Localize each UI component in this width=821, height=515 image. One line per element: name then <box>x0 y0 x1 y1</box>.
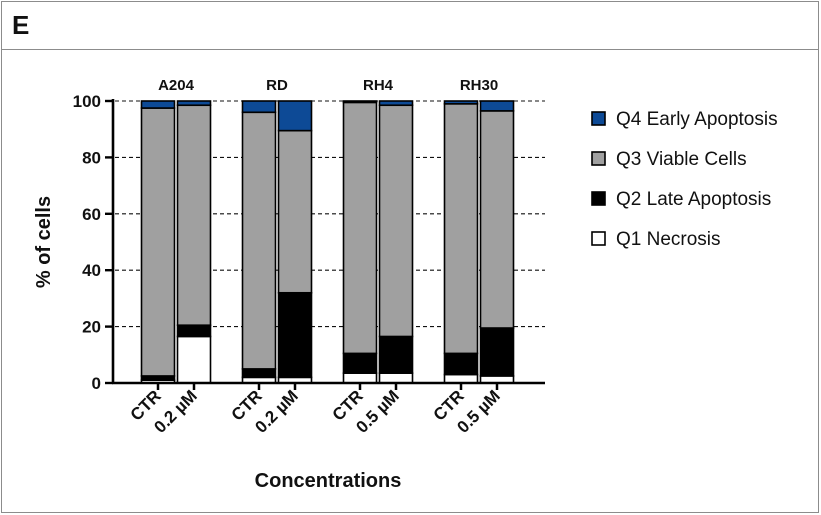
panel-label: E <box>12 10 30 40</box>
bar-segment-0-1-s3 <box>176 100 212 107</box>
x-axis-title: Concentrations <box>255 470 402 492</box>
bar-segment-0-0-s3 <box>140 100 176 109</box>
y-tick-label-60: 60 <box>82 205 101 224</box>
legend-label-3: Q4 Early Apoptosis <box>616 109 778 130</box>
y-tick-label-0: 0 <box>92 374 101 393</box>
bar-segment-3-0-s2 <box>443 103 479 355</box>
bar-segment-2-1-s0 <box>378 372 414 384</box>
bar-segment-1-1-s2 <box>277 129 313 294</box>
y-tick-label-20: 20 <box>82 318 101 337</box>
y-tick-label-100: 100 <box>73 92 101 111</box>
bar-segment-3-1-s3 <box>479 100 515 112</box>
bar-segment-3-1-s2 <box>479 110 515 329</box>
group-label-3: RH30 <box>460 77 498 94</box>
bar-segment-1-0-s2 <box>241 111 277 370</box>
bar-segment-0-1-s2 <box>176 104 212 326</box>
bar-segment-1-0-s3 <box>241 100 277 114</box>
bar-segment-1-1-s3 <box>277 100 313 132</box>
y-tick-label-40: 40 <box>82 261 101 280</box>
legend-swatch-3 <box>591 111 606 126</box>
bar-segment-2-1-s3 <box>378 100 414 107</box>
bar-segment-0-1-s0 <box>176 335 212 384</box>
legend-label-2: Q3 Viable Cells <box>616 149 747 170</box>
bar-segment-2-0-s3 <box>342 100 378 104</box>
bar-segment-2-1-s2 <box>378 104 414 338</box>
y-tick-label-80: 80 <box>82 148 101 167</box>
panel-header: E <box>2 2 818 50</box>
legend-swatch-2 <box>591 151 606 166</box>
bar-segment-0-0-s2 <box>140 107 176 377</box>
group-label-0: A204 <box>158 77 195 94</box>
bar-segment-2-1-s1 <box>378 335 414 374</box>
bar-segment-3-0-s1 <box>443 352 479 376</box>
bar-segment-0-1-s1 <box>176 324 212 338</box>
legend-label-0: Q1 Necrosis <box>616 229 721 250</box>
bar-segment-1-0-s1 <box>241 368 277 379</box>
bar-segment-3-1-s1 <box>479 327 515 377</box>
bar-segment-3-0-s3 <box>443 100 479 105</box>
legend-swatch-0 <box>591 231 606 246</box>
legend-swatch-1 <box>591 191 606 206</box>
group-label-1: RD <box>266 77 288 94</box>
group-label-2: RH4 <box>363 77 394 94</box>
bar-segment-1-1-s1 <box>277 291 313 379</box>
bar-segment-2-0-s1 <box>342 352 378 374</box>
y-axis-title: % of cells <box>33 196 55 288</box>
legend-label-1: Q2 Late Apoptosis <box>616 189 771 210</box>
bar-segment-2-0-s2 <box>342 101 378 355</box>
bar-segment-2-0-s0 <box>342 372 378 384</box>
